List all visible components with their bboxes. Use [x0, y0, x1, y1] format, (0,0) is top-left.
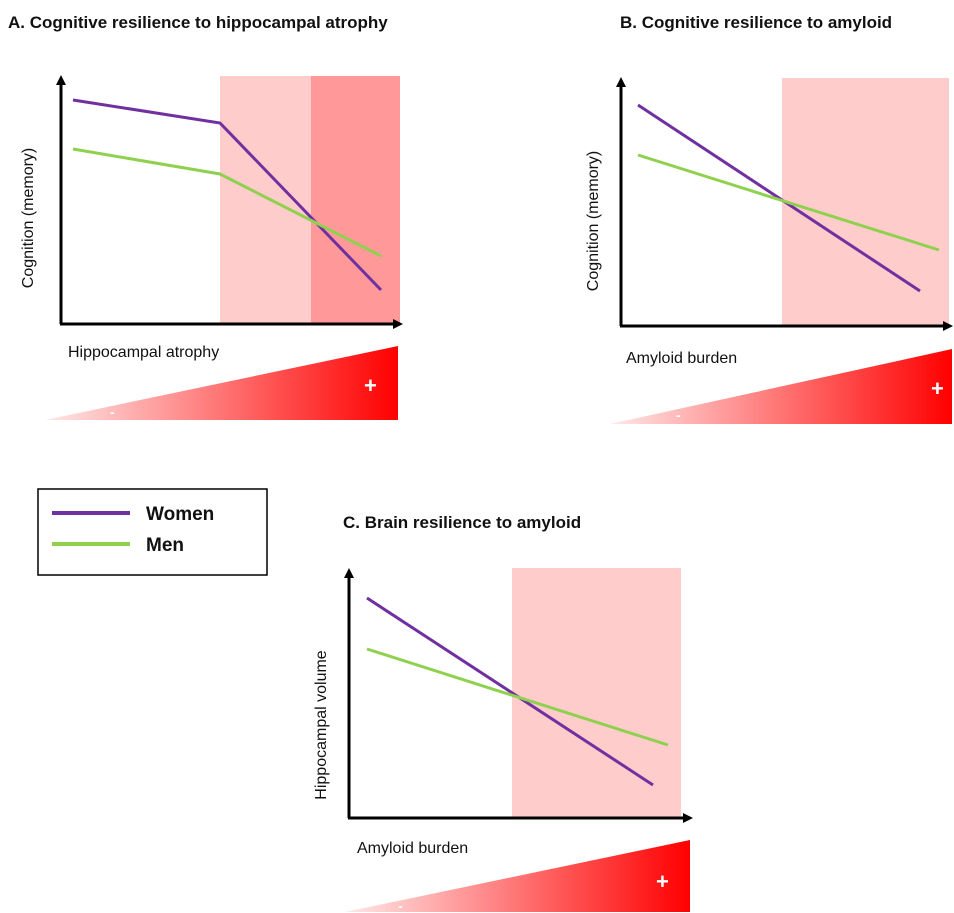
panel-b-zone-light [782, 78, 949, 326]
panel-c-minus-sign: - [398, 898, 403, 913]
panel-c-zone-light [512, 568, 681, 818]
panel-a-zone-dark [311, 76, 400, 324]
panel-b: B. Cognitive resilience to amyloid Cogni… [585, 13, 953, 424]
panel-c-severity-ramp [345, 840, 690, 912]
panel-c-plus-sign: + [656, 869, 669, 894]
panel-a-minus-sign: - [110, 404, 115, 420]
panel-a-men-line [72, 147, 382, 258]
panel-a-zone-light [220, 76, 311, 324]
panel-b-severity-ramp [610, 349, 952, 424]
panel-c-women-line [366, 596, 654, 787]
panel-a-title: A. Cognitive resilience to hippocampal a… [8, 13, 388, 32]
panel-c: C. Brain resilience to amyloid Hippocamp… [313, 513, 693, 913]
panel-a-y-label: Cognition (memory) [20, 148, 37, 288]
legend-box [37, 488, 268, 576]
panel-b-plus-sign: + [931, 376, 944, 401]
panel-c-men-line [366, 647, 669, 747]
legend-men-label: Men [146, 535, 184, 556]
legend: Women Men [37, 488, 268, 576]
panel-a-plus-sign: + [364, 373, 377, 398]
panel-b-minus-sign: - [676, 407, 681, 423]
panel-a-x-label: Hippocampal atrophy [68, 344, 219, 361]
panel-c-x-label: Amyloid burden [357, 840, 468, 857]
panel-a: A. Cognitive resilience to hippocampal a… [8, 13, 403, 420]
panel-b-x-label: Amyloid burden [626, 350, 737, 367]
panel-b-men-line [637, 153, 940, 252]
panel-b-title: B. Cognitive resilience to amyloid [620, 13, 892, 32]
panel-b-y-label: Cognition (memory) [585, 151, 602, 291]
panel-c-title: C. Brain resilience to amyloid [343, 513, 581, 532]
legend-women-label: Women [146, 504, 214, 525]
panel-a-severity-ramp [45, 346, 398, 420]
panel-a-women-line [72, 98, 383, 292]
panel-c-y-label: Hippocampal volume [313, 650, 330, 800]
